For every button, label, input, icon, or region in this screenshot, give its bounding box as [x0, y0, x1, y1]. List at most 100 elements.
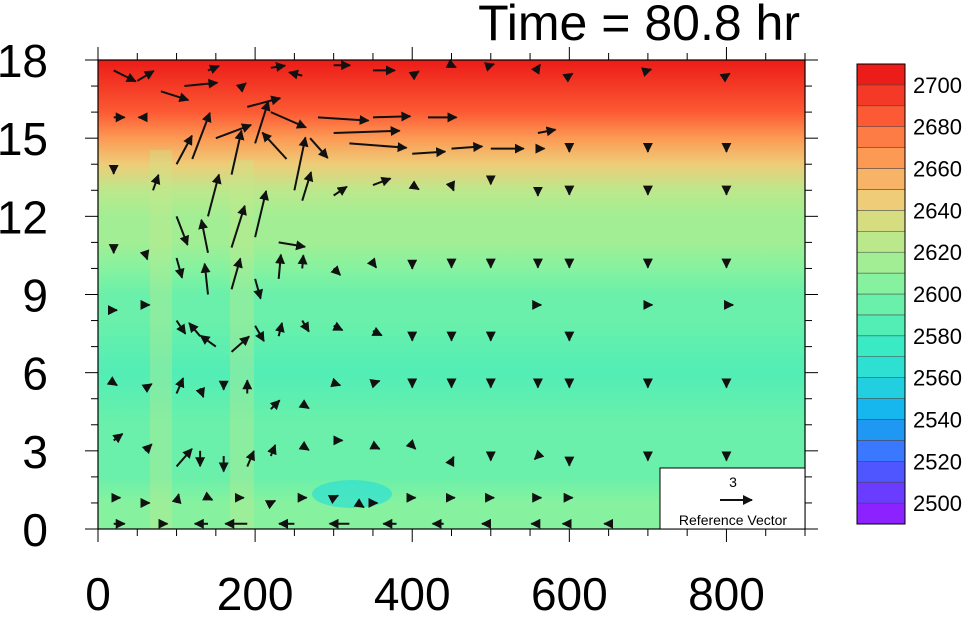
wind-vector [330, 377, 342, 388]
y-tick-label: 0 [22, 504, 48, 556]
wind-vector [230, 129, 245, 175]
chart-title: Time = 80.8 hr [478, 0, 800, 51]
wind-vector [297, 254, 308, 269]
colorbar-cell [856, 63, 906, 86]
colorbar-cell [856, 502, 906, 525]
wind-vector [199, 334, 217, 348]
wind-vector [533, 449, 545, 461]
wind-vector [230, 204, 247, 248]
reference-label: Reference Vector [679, 512, 788, 528]
wind-vector [270, 111, 307, 129]
wind-vector [451, 142, 484, 153]
x-tick-label: 600 [531, 568, 608, 618]
x-axis: 0 200 400 600 800 [85, 47, 806, 620]
wind-vector [200, 262, 211, 295]
colorbar-label: 2700 [913, 73, 962, 98]
wind-vector [136, 70, 155, 82]
colorbar-cell [856, 126, 906, 148]
wind-vector [195, 386, 205, 399]
colorbar-cell [856, 189, 906, 211]
y-tick-label: 3 [22, 426, 48, 478]
colorbar-cell [856, 335, 906, 357]
y-tick-label: 18 [0, 35, 48, 87]
wind-vector [254, 190, 269, 238]
reference-vector-box: 3 Reference Vector [659, 467, 806, 530]
wind-vector [141, 383, 153, 394]
wind-vector [141, 443, 153, 455]
wind-vector [445, 58, 457, 69]
wind-vector [298, 399, 310, 410]
wind-vector [175, 320, 187, 335]
wind-vector [371, 326, 383, 337]
colorbar: 2500 2520 2540 2560 2580 2600 2620 2640 2660 2680… [856, 63, 962, 525]
wind-vector [369, 378, 381, 389]
wind-vector [408, 70, 420, 81]
colorbar-cell [856, 419, 906, 441]
wind-vector [112, 433, 124, 444]
wind-vector [175, 134, 193, 165]
colorbar-label: 2580 [913, 324, 962, 349]
wind-vector [150, 173, 161, 191]
colorbar-cell [856, 440, 906, 462]
wind-vector [254, 100, 271, 144]
wind-vector [253, 278, 264, 300]
wind-vector [369, 440, 381, 450]
wind-vector [301, 171, 314, 201]
wind-vectors [106, 58, 735, 529]
wind-vector [349, 142, 408, 153]
colorbar-cell [856, 251, 906, 274]
wind-vector [317, 115, 370, 126]
wind-vector [264, 499, 277, 510]
y-tick-label: 15 [0, 113, 48, 165]
y-tick-label: 6 [22, 348, 48, 400]
wind-vector [175, 215, 189, 246]
colorbar-cell [856, 314, 906, 337]
wind-vector [171, 493, 182, 505]
wind-vector [332, 321, 344, 332]
wind-vector [530, 63, 541, 75]
wind-vector [139, 249, 150, 261]
colorbar-cell [856, 147, 906, 169]
wind-vector [293, 136, 309, 191]
wind-vector [353, 498, 365, 509]
wind-vector [269, 399, 281, 411]
colorbar-cell [856, 356, 906, 378]
wind-vector [412, 147, 447, 158]
colorbar-cell [856, 105, 906, 127]
wind-vector [445, 455, 455, 468]
reference-box-frame [659, 467, 806, 530]
colorbar-cell [856, 168, 906, 190]
reference-value: 3 [729, 474, 737, 490]
wind-vector [175, 377, 185, 394]
y-axis: 0 3 6 9 12 15 18 [0, 35, 818, 556]
y-tick-label: 9 [22, 270, 48, 322]
wind-vector [113, 69, 137, 83]
wind-vector [641, 67, 653, 77]
x-tick-label: 800 [688, 568, 765, 618]
colorbar-cell [856, 377, 906, 399]
x-tick-label: 0 [85, 568, 111, 618]
colorbar-cell [856, 481, 906, 504]
colorbar-label: 2500 [913, 491, 962, 516]
wind-vector [333, 185, 348, 197]
x-tick-label: 200 [217, 568, 294, 618]
plot-area: 0 200 400 600 800 0 3 6 9 12 15 18 3 Reference Vec… [0, 35, 818, 620]
wind-vector [160, 90, 190, 103]
colorbar-label: 2560 [913, 366, 962, 391]
colorbar-cell [856, 293, 906, 316]
wind-vector [372, 111, 412, 122]
wind-vector [562, 72, 574, 83]
x-tick-label: 400 [374, 568, 451, 618]
wind-vector [202, 491, 214, 501]
wind-vector [330, 265, 341, 276]
wind-vector [191, 111, 212, 160]
colorbar-cell [856, 272, 906, 295]
wind-vector [298, 440, 310, 451]
y-tick-label: 12 [0, 191, 48, 243]
wind-vector [274, 322, 285, 337]
wind-vector [198, 218, 209, 254]
colorbar-cell [856, 231, 906, 253]
wind-vector [719, 72, 731, 83]
